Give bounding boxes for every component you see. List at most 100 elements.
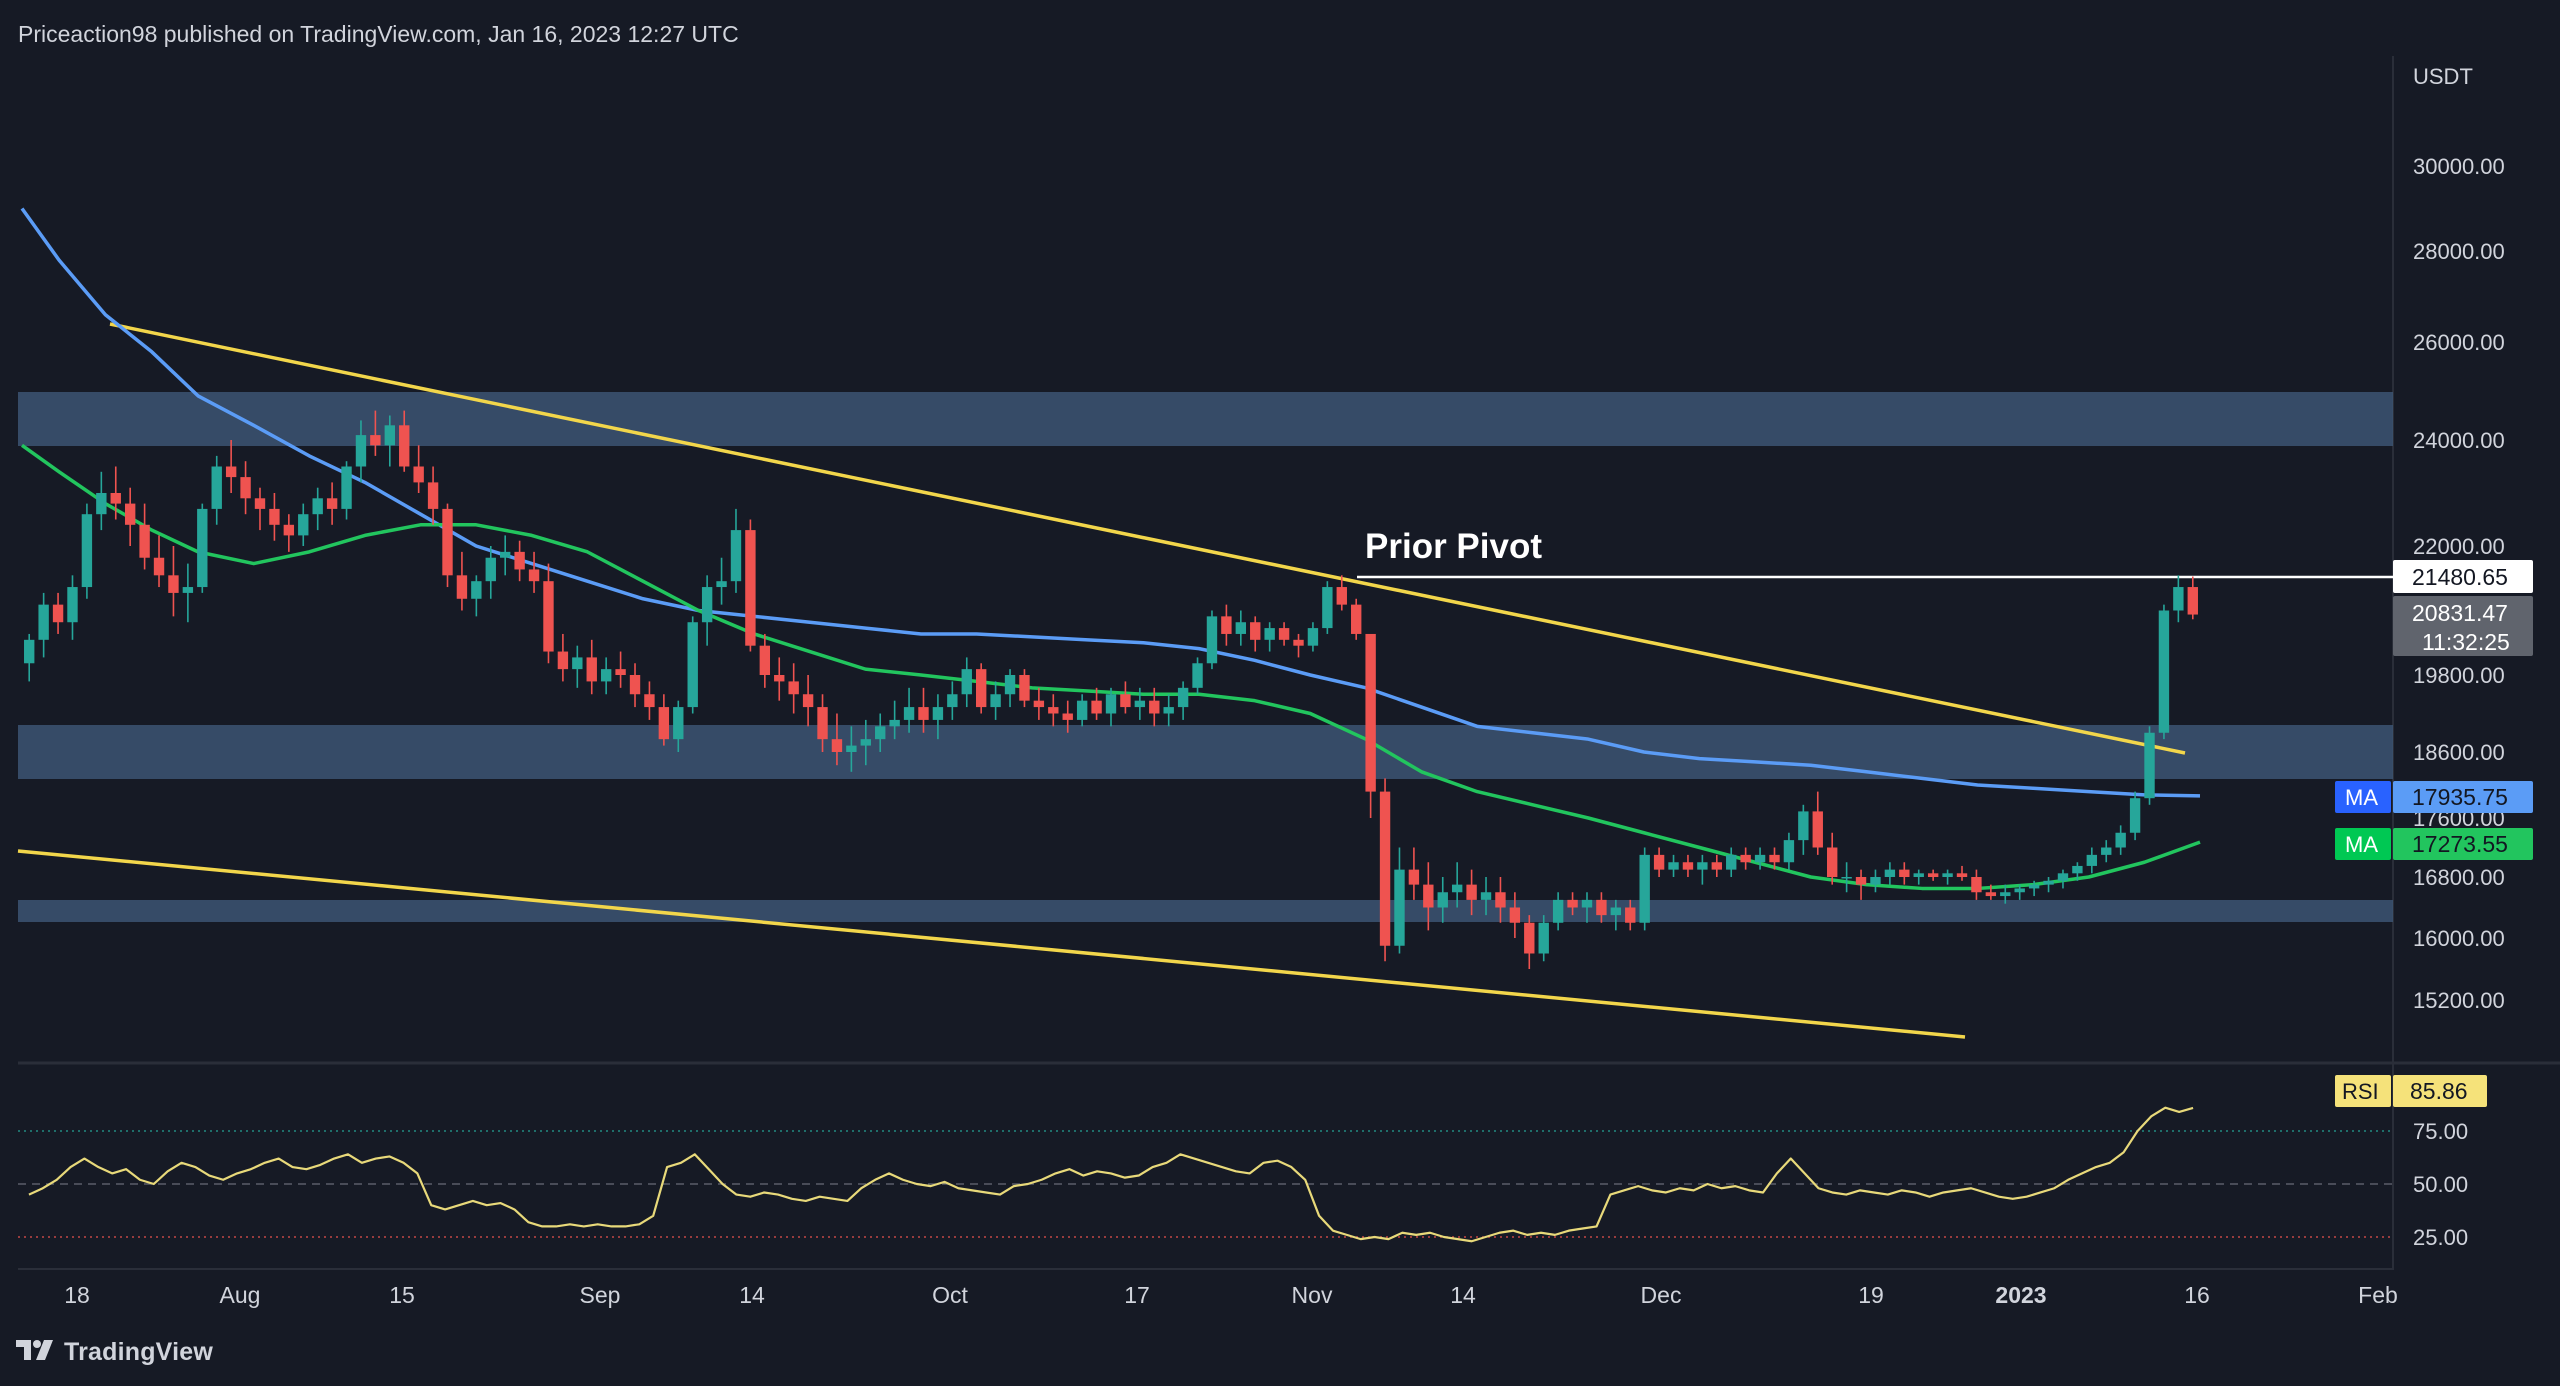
candle-body: [1610, 907, 1622, 916]
ma-green-value: 17273.55: [2412, 831, 2508, 857]
prior-pivot-annotation: Prior Pivot: [1365, 527, 1542, 566]
candle: [557, 633, 569, 682]
trendlines[interactable]: [17, 322, 2393, 1039]
candle-body: [572, 657, 583, 670]
candle-body: [1538, 922, 1549, 954]
pivot-price-label-bg: [2393, 560, 2533, 593]
pivot-price-label-text: 21480.65: [2412, 564, 2508, 590]
candle-body: [153, 557, 165, 576]
candle: [1120, 681, 1131, 714]
time-tick-label: 15: [389, 1282, 415, 1308]
candle-body: [2115, 832, 2126, 848]
candle-body: [1495, 892, 1506, 908]
candle: [2144, 726, 2155, 805]
candle: [1625, 899, 1636, 931]
candle-body: [1552, 899, 1564, 923]
candle: [52, 592, 64, 634]
candle-body: [831, 739, 843, 752]
candle-body: [1206, 616, 1218, 664]
main-plot-area[interactable]: [18, 56, 2393, 1061]
candle: [1942, 869, 1953, 885]
candle: [2028, 880, 2040, 897]
candle: [1163, 694, 1174, 727]
candle-body: [1942, 873, 1953, 877]
candle: [600, 657, 612, 695]
candle-body: [1581, 899, 1593, 908]
resistance-zone-24k: [18, 392, 2393, 446]
candle-body: [456, 575, 468, 599]
candle: [644, 681, 655, 720]
candle-body: [716, 581, 727, 588]
candle: [124, 487, 136, 546]
candle-body: [903, 707, 915, 720]
candle-body: [1264, 628, 1275, 640]
time-axis[interactable]: 18 Aug 15 Sep 14 Oct 17 Nov 14 Dec 19 2023 16 Feb: [64, 1282, 2398, 1308]
candle-body: [1451, 884, 1463, 893]
candle-body: [1740, 854, 1751, 863]
candle-body: [730, 530, 742, 582]
candle-body: [889, 719, 900, 727]
rsi-tag-bg: [2335, 1075, 2391, 1107]
candle-body: [1336, 587, 1347, 605]
candle-body: [1192, 663, 1203, 688]
rsi-tick-label: 25.00: [2413, 1225, 2468, 1250]
candle: [1278, 622, 1290, 646]
time-tick-label: Oct: [932, 1282, 968, 1308]
candle-body: [312, 498, 323, 515]
rsi-value-bg: [2393, 1075, 2487, 1107]
candle: [1495, 877, 1506, 923]
candle: [1927, 869, 1939, 881]
descending-trendline-upper[interactable]: [109, 322, 2186, 755]
candle-body: [2173, 587, 2184, 611]
candle-body: [1221, 616, 1232, 634]
tradingview-logo[interactable]: TradingView: [16, 1334, 213, 1370]
candle: [341, 461, 352, 520]
candle-body: [283, 524, 295, 536]
last-price-value: 20831.47: [2412, 600, 2508, 626]
candle-body: [1048, 707, 1059, 714]
candle: [802, 675, 814, 727]
candle: [500, 535, 511, 576]
candle: [1798, 804, 1809, 855]
candle: [471, 575, 482, 617]
candle-body: [1235, 622, 1247, 634]
candle-body: [298, 514, 309, 536]
candle: [745, 519, 756, 652]
candle: [875, 713, 886, 752]
candle-body: [2144, 732, 2155, 799]
candle: [1552, 892, 1564, 931]
rsi-axis[interactable]: 75.00 50.00 25.00: [2413, 1119, 2468, 1250]
candle: [1841, 862, 1852, 893]
candle-body: [225, 466, 237, 478]
candle: [1437, 877, 1448, 923]
candle: [2187, 576, 2198, 620]
candle-body: [254, 498, 266, 509]
candle: [687, 616, 698, 714]
descending-trendline-lower[interactable]: [17, 849, 1966, 1039]
candle-body: [1899, 869, 1910, 877]
candle-body: [644, 694, 655, 708]
candle-body: [1884, 869, 1896, 877]
candle-body: [1783, 840, 1795, 863]
candle-body: [1480, 892, 1492, 900]
candle: [1769, 847, 1780, 870]
candle-body: [846, 745, 857, 752]
candle-body: [1726, 854, 1737, 870]
candle-body: [947, 694, 958, 708]
candle-body: [557, 651, 569, 670]
candle: [211, 455, 222, 525]
last-price-label-bg: [2393, 596, 2533, 656]
candle-body: [2086, 854, 2098, 866]
candle: [1351, 598, 1362, 640]
support-zone-18.6k: [18, 725, 2393, 779]
candle: [1826, 832, 1838, 885]
candle-body: [1509, 907, 1521, 923]
candle-body: [81, 514, 93, 588]
candle-body: [326, 498, 338, 509]
candle: [1913, 869, 1924, 885]
candle: [168, 546, 179, 617]
time-tick-label: Feb: [2358, 1282, 2398, 1308]
candle-body: [1250, 622, 1261, 640]
support-zone-16.3k: [18, 900, 2393, 922]
